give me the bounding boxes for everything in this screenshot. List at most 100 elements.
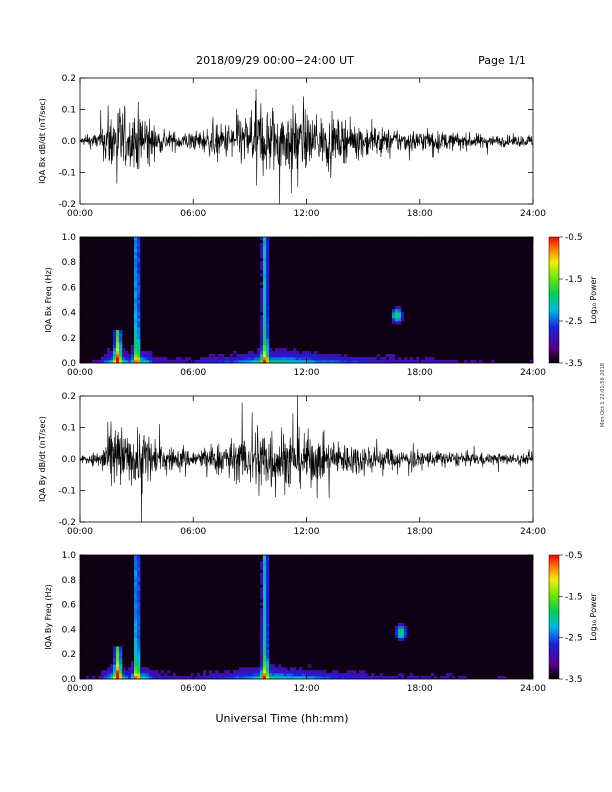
spectrogram-cell [233,360,237,364]
spectrogram-cell [134,279,138,283]
spectrogram-cell [134,560,138,565]
spectrogram-cell [266,360,270,364]
spectrogram-cell [314,670,318,674]
spectrogram-cell [359,673,363,677]
spectrogram-cell [428,676,432,680]
spectrogram-cell [137,258,141,262]
spectrogram-cell [269,351,273,355]
spectrogram-cell [134,575,138,579]
spectrogram-cell [398,628,402,633]
spectrogram-cell [137,357,141,361]
spectrogram-cell [266,342,270,346]
spectrogram-cell [263,291,267,295]
spectrogram-cell [263,572,267,576]
spectrogram-cell [260,255,264,259]
spectrogram-cell [293,670,297,674]
spectrogram-cell [119,333,123,337]
spectrogram-cell [263,252,267,256]
y-tick-label: 0.0 [62,675,77,685]
spectrogram-cell [236,357,240,361]
spectrogram-cell [113,333,117,337]
spectrogram-cell [335,673,339,677]
spectrogram-cell [200,360,204,364]
spectrogram-cell [314,673,318,677]
spectrogram-cell [134,282,138,286]
spectrogram-cell [158,673,162,677]
spectrogram-cell [155,673,159,677]
spectrogram-cell [293,348,297,352]
spectrogram-cell [116,342,120,346]
spectrogram-cell [161,360,165,364]
spectrogram-cell [266,318,270,322]
spectrogram-cell [134,557,138,562]
spectrogram-cell [314,360,318,364]
spectrogram-cell [257,673,261,677]
spectrogram-cell [266,608,270,612]
spectrogram-cell [383,360,387,364]
spectrogram-cell [215,673,219,677]
spectrogram-cell [287,673,291,677]
spectrogram-cell [137,599,141,603]
spectrogram-cell [305,351,309,355]
spectrogram-cell [251,354,255,358]
x-tick-label: 00:00 [67,527,93,537]
spectrogram-cell [263,643,267,647]
spectrogram-cell [137,631,141,636]
spectrogram-cell [410,357,414,361]
spectrogram-cell [173,676,177,680]
spectrogram-cell [266,237,270,241]
spectrogram-cell [260,634,264,638]
spectrogram-cell [260,306,264,310]
spectrogram-cell [263,655,267,659]
spectrogram-cell [350,357,354,361]
spectrogram-cell [266,667,270,671]
spectrogram-cell [230,357,234,361]
spectrogram-cell [347,673,351,677]
spectrogram-background [80,237,533,363]
spectrogram-cell [122,348,126,352]
spectrogram-cell [266,315,270,319]
spectrogram-cell [269,664,273,668]
spectrogram-cell [260,294,264,298]
spectrogram-cell [143,360,147,364]
spectrogram-cell [215,357,219,361]
spectrogram-cell [392,676,396,680]
spectrogram-cell [110,357,114,361]
spectrogram-cell [398,321,402,325]
spectrogram-cell [266,345,270,349]
spectrogram-cell [419,360,423,364]
spectrogram-cell [215,360,219,364]
spectrogram-cell [308,351,312,355]
spectrogram-cell [113,348,117,352]
spectrogram-cell [365,673,369,677]
spectrogram-cell [137,605,141,609]
spectrogram-cell [266,294,270,298]
spectrogram-cell [263,249,267,253]
panel-bx-dbdt: -0.2 -0.1 0.0 0.1 0.2 00:00 06:00 12:00 18:00 24… [38,74,546,219]
spectrogram-cell [131,357,135,361]
panel-by-spectrogram: 0.0 0.2 0.4 0.6 0.8 1.0 00:00 06:00 12:00 18:00 2… [44,551,598,694]
spectrogram-cell [137,312,141,316]
spectrogram-cell [116,333,120,337]
spectrogram-cell [284,357,288,361]
spectrogram-cell [239,673,243,677]
spectrogram-cell [395,312,399,316]
spectrogram-cell [131,667,135,671]
spectrogram-cell [290,676,294,680]
spectrogram-cell [296,673,300,677]
spectrogram-cell [239,360,243,364]
spectrogram-cell [278,360,282,364]
spectrogram-cell [284,360,288,364]
spectrogram-cell [338,354,342,358]
spectrogram-cell [233,676,237,680]
spectrogram-cell [236,360,240,364]
spectrogram-cell [263,578,267,582]
spectrogram-cell [134,351,138,355]
spectrogram-cell [116,339,120,343]
spectrogram-cell [260,348,264,352]
spectrogram-cell [104,673,108,677]
spectrogram-cell [260,664,264,668]
spectrogram-cell [224,357,228,361]
spectrogram-cell [143,673,147,677]
spectrogram-cell [146,360,150,364]
